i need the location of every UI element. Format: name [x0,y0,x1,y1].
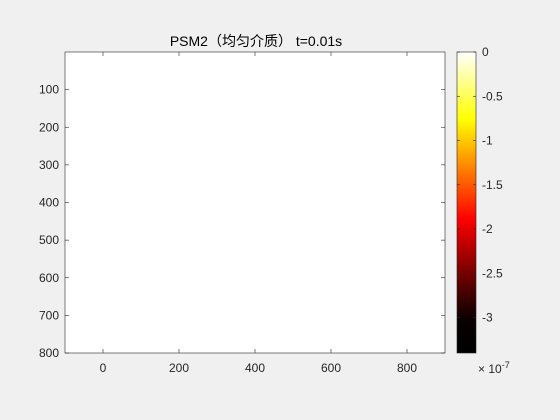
colorbar-tick-label: -2 [482,222,493,236]
colorbar-tick-label: -2.5 [482,266,503,280]
x-axis: 0 200 400 600 800 [100,52,417,375]
y-tick-label: 400 [39,196,59,210]
y-tick-label: 700 [39,308,59,322]
colorbar[interactable]: 0 -0.5 -1 -1.5 -2 -2.5 -3 × 10-7 [456,45,510,376]
colorbar-tick-label: 0 [482,45,489,59]
colorbar-tick-label: -0.5 [482,89,503,103]
colorbar-gradient [457,52,476,353]
colorbar-exponent-base: × 10 [478,362,502,376]
colorbar-exponent: × 10-7 [478,360,510,376]
colorbar-tick-label: -3 [482,311,493,325]
colorbar-tick-label: -1.5 [482,178,503,192]
axes[interactable]: 0 200 400 600 800 100 200 300 400 500 600 700 800 [39,51,446,375]
x-tick-label: 0 [100,361,107,375]
chart-title: PSM2（均匀介质） t=0.01s [170,33,342,49]
y-tick-label: 500 [39,233,59,247]
x-tick-label: 200 [169,361,189,375]
x-tick-label: 400 [245,361,265,375]
y-axis: 100 200 300 400 500 600 700 800 [39,83,445,360]
colorbar-exponent-power: -7 [502,360,510,370]
y-tick-label: 300 [39,158,59,172]
y-tick-label: 100 [39,83,59,97]
colorbar-box [456,51,477,354]
colorbar-tick-label: -1 [482,134,493,148]
y-tick-label: 600 [39,271,59,285]
y-tick-label: 200 [39,120,59,134]
y-tick-label: 800 [39,346,59,360]
colorbar-ticks: 0 -0.5 -1 -1.5 -2 -2.5 -3 [457,45,503,325]
x-tick-label: 600 [321,361,341,375]
x-tick-label: 800 [397,361,417,375]
heatmap-image[interactable] [65,52,445,353]
